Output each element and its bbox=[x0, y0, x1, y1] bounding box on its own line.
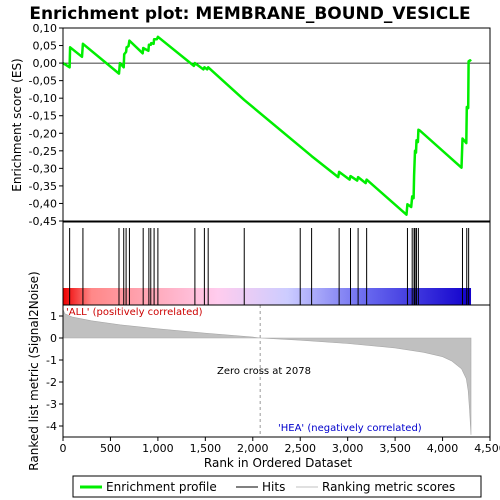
metric-y-tick-label: 1 bbox=[50, 310, 57, 323]
rank-color-bar bbox=[63, 288, 472, 305]
es-y-tick-label: -0,30 bbox=[29, 162, 57, 175]
x-tick-label: 1,000 bbox=[142, 442, 174, 455]
metric-y-tick-label: -3 bbox=[46, 398, 57, 411]
es-y-tick-label: 0,00 bbox=[33, 57, 58, 70]
x-tick-label: 2,500 bbox=[284, 442, 316, 455]
es-y-tick-label: 0,10 bbox=[33, 22, 58, 35]
ranked-metric-panel: 1 0 -1 -2 -3 -4 'ALL' (positively correlated) '… bbox=[46, 304, 491, 438]
x-tick-label: 4,000 bbox=[427, 442, 459, 455]
hits-panel bbox=[62, 221, 491, 306]
es-y-tick-label: -0,45 bbox=[29, 215, 57, 228]
metric-y-axis-label: Ranked list metric (Signal2Noise) bbox=[27, 271, 41, 470]
x-tick-label: 2,000 bbox=[237, 442, 269, 455]
metric-y-tick-label: -4 bbox=[46, 420, 57, 433]
legend: Enrichment profile Hits Ranking metric sco… bbox=[72, 475, 482, 498]
enrichment-profile-line bbox=[62, 35, 472, 216]
es-y-tick-label: 0,05 bbox=[33, 40, 58, 53]
es-y-tick-label: -0,20 bbox=[29, 127, 57, 140]
es-y-tick-label: -0,35 bbox=[29, 180, 57, 193]
x-tick-label: 500 bbox=[100, 442, 121, 455]
zero-cross-label: Zero cross at 2078 bbox=[217, 366, 311, 377]
negative-correlation-label: 'HEA' (negatively correlated) bbox=[278, 423, 422, 434]
x-tick-label: 1,500 bbox=[190, 442, 222, 455]
positive-correlation-label: 'ALL' (positively correlated) bbox=[66, 307, 203, 318]
es-plot-area bbox=[63, 28, 490, 221]
x-tick-label: 0 bbox=[60, 442, 67, 455]
x-tick-label: 4,500 bbox=[474, 442, 500, 455]
x-tick-label: 3,500 bbox=[379, 442, 411, 455]
x-axis-label: Rank in Ordered Dataset bbox=[204, 456, 352, 470]
es-y-tick-label: -0,10 bbox=[29, 92, 57, 105]
es-y-tick-label: -0,05 bbox=[29, 75, 57, 88]
es-y-tick-label: -0,15 bbox=[29, 110, 57, 123]
legend-label: Enrichment profile bbox=[106, 480, 217, 494]
x-tick-label: 3,000 bbox=[332, 442, 364, 455]
legend-label: Hits bbox=[262, 480, 285, 494]
ranking-metric-area bbox=[62, 309, 472, 435]
metric-y-tick-label: 0 bbox=[50, 332, 57, 345]
chart-title: Enrichment plot: MEMBRANE_BOUND_VESICLE bbox=[29, 4, 470, 24]
enrichment-score-panel: 0,10 0,05 0,00 -0,05 -0,10 -0,15 -0,20 -0,25 -0,… bbox=[29, 22, 491, 228]
metric-y-tick-label: -1 bbox=[46, 354, 57, 367]
x-axis: 0 500 1,000 1,500 2,000 2,500 3,000 3,500 4,000 4… bbox=[60, 437, 500, 455]
es-frame bbox=[62, 27, 491, 222]
legend-label: Ranking metric scores bbox=[322, 480, 455, 494]
legend-box bbox=[72, 475, 482, 498]
metric-frame bbox=[62, 304, 491, 438]
metric-y-tick-label: -2 bbox=[46, 376, 57, 389]
es-y-axis-label: Enrichment score (ES) bbox=[10, 58, 24, 191]
es-y-tick-label: -0,25 bbox=[29, 145, 57, 158]
es-y-tick-label: -0,40 bbox=[29, 197, 57, 210]
